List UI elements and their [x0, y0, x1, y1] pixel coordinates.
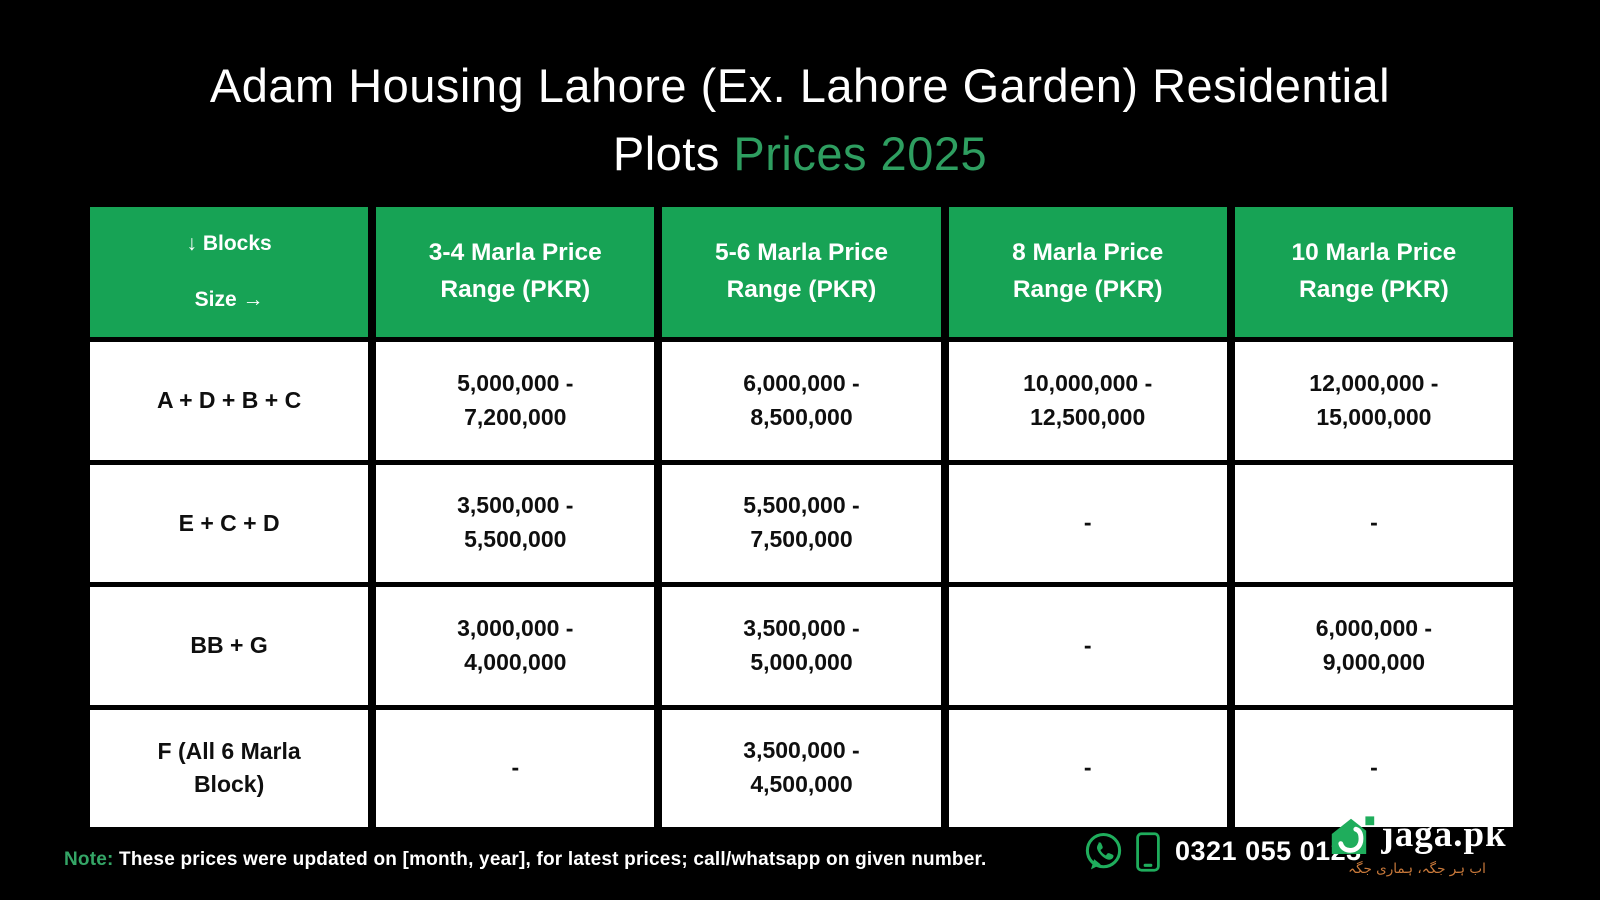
note-label: Note: [64, 849, 114, 870]
block-cell: F (All 6 Marla Block) [90, 709, 369, 827]
house-logo-icon [1327, 810, 1375, 858]
column-header-label: 5-6 Marla Price Range (PKR) [715, 239, 888, 303]
brand-logo: jaga.pk اب ہر جگہ، ہماری جگہ [1324, 810, 1510, 877]
price-cell: 3,000,000 - 4,000,000 [376, 587, 655, 705]
brand-row: jaga.pk [1327, 810, 1506, 858]
block-label: F (All 6 Marla Block) [157, 737, 301, 798]
price-value: 3,500,000 - 5,500,000 [457, 492, 574, 553]
price-cell: 6,000,000 - 8,500,000 [662, 342, 941, 460]
price-value: - [1083, 754, 1092, 781]
size-axis-label: Size → [194, 288, 264, 311]
column-header-cell: 3-4 Marla Price Range (PKR) [376, 207, 655, 337]
block-label: A + D + B + C [156, 387, 302, 414]
price-value: - [1370, 754, 1378, 781]
price-value: - [1083, 631, 1092, 658]
mobile-phone-icon [1135, 831, 1161, 873]
page-title-line2-accent: Prices 2025 [733, 127, 988, 180]
price-cell: 12,000,000 - 15,000,000 [1234, 342, 1513, 460]
table-corner-cell: ↓ Blocks Size → [90, 207, 369, 337]
page-title: Adam Housing Lahore (Ex. Lahore Garden) … [0, 52, 1600, 188]
price-cell: 5,000,000 - 7,200,000 [376, 342, 655, 460]
price-cell: - [948, 709, 1227, 827]
column-header-label: 8 Marla Price Range (PKR) [1012, 239, 1164, 303]
price-cell: - [948, 587, 1227, 705]
block-label: BB + G [190, 632, 268, 659]
price-cell: - [1234, 464, 1513, 582]
brand-name: jaga.pk [1381, 813, 1507, 855]
whatsapp-icon [1082, 830, 1125, 873]
price-value: 10,000,000 - 12,500,000 [1023, 369, 1153, 430]
phone-number: 0321 055 0123 [1175, 836, 1362, 866]
page-title-line2: Plots Prices 2025 [0, 120, 1600, 188]
blocks-axis-label: ↓ Blocks [186, 232, 272, 255]
price-value: 3,500,000 - 5,000,000 [743, 614, 860, 675]
price-value: - [1083, 509, 1092, 536]
brand-tagline: اب ہر جگہ، ہماری جگہ [1348, 861, 1486, 877]
page-title-line2-white: Plots [612, 127, 720, 180]
price-cell: 10,000,000 - 12,500,000 [948, 342, 1227, 460]
price-value: - [511, 754, 520, 781]
price-value: 12,000,000 - 15,000,000 [1309, 369, 1439, 430]
price-value: 3,000,000 - 4,000,000 [457, 614, 574, 675]
price-value: 5,000,000 - 7,200,000 [457, 369, 574, 430]
price-table: ↓ Blocks Size → 3-4 Marla Price Range (PKR… [90, 207, 1513, 827]
price-cell: 5,500,000 - 7,500,000 [662, 464, 941, 582]
column-header-label: 3-4 Marla Price Range (PKR) [428, 239, 602, 303]
footer-note: Note: These prices were updated on [mont… [64, 849, 987, 871]
block-cell: A + D + B + C [90, 342, 369, 460]
page-title-line1: Adam Housing Lahore (Ex. Lahore Garden) … [209, 59, 1391, 112]
block-cell: E + C + D [90, 464, 369, 582]
price-value: 6,000,000 - 8,500,000 [743, 369, 860, 430]
contact-group: 0321 055 0123 [1082, 830, 1362, 873]
column-header-cell: 5-6 Marla Price Range (PKR) [662, 207, 941, 337]
note-text: These prices were updated on [month, yea… [119, 849, 987, 870]
price-cell: 3,500,000 - 4,500,000 [662, 709, 941, 827]
price-value: 5,500,000 - 7,500,000 [743, 492, 860, 553]
price-cell: 3,500,000 - 5,500,000 [376, 464, 655, 582]
column-header-label: 10 Marla Price Range (PKR) [1291, 239, 1457, 303]
price-cell: - [376, 709, 655, 827]
price-cell: 6,000,000 - 9,000,000 [1234, 587, 1513, 705]
column-header-cell: 8 Marla Price Range (PKR) [948, 207, 1227, 337]
price-cell: - [948, 464, 1227, 582]
price-cell: 3,500,000 - 5,000,000 [662, 587, 941, 705]
price-value: - [1370, 509, 1378, 536]
block-cell: BB + G [90, 587, 369, 705]
column-header-cell: 10 Marla Price Range (PKR) [1234, 207, 1513, 337]
price-cell: - [1234, 709, 1513, 827]
price-value: 3,500,000 - 4,500,000 [743, 737, 860, 798]
price-value: 6,000,000 - 9,000,000 [1315, 614, 1433, 675]
block-label: E + C + D [178, 509, 280, 536]
